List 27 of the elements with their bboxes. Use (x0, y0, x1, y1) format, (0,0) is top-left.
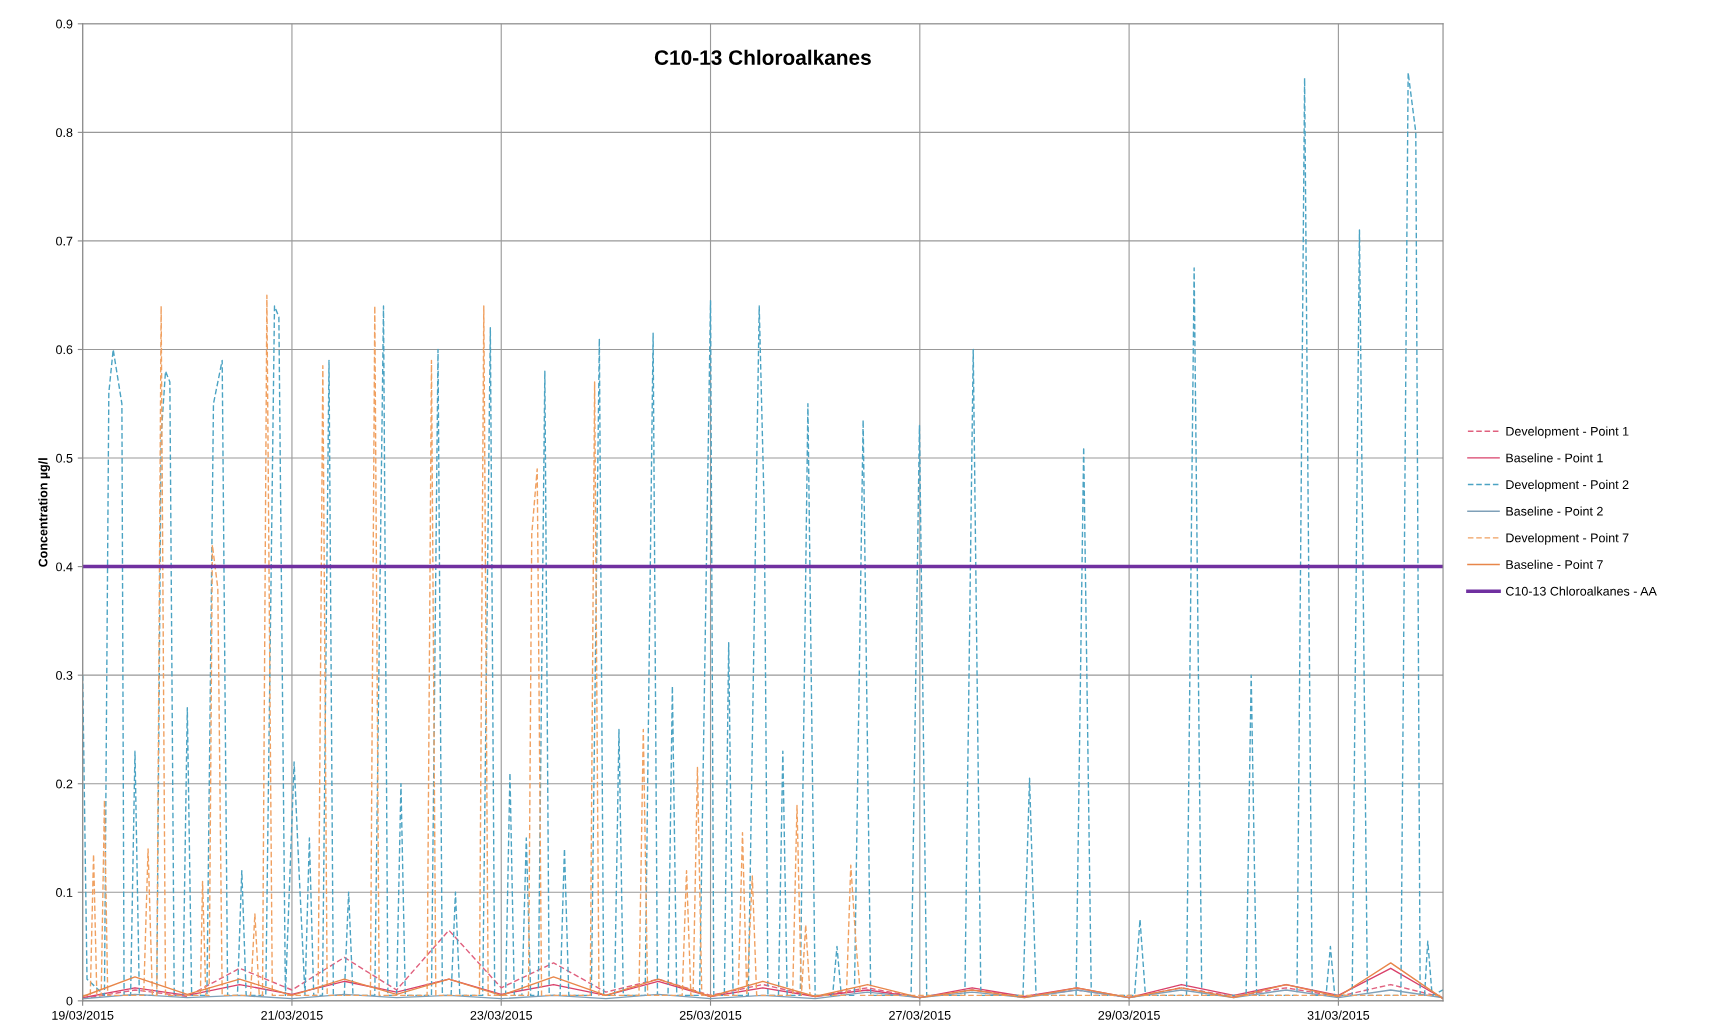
legend-label: Development - Point 2 (1506, 479, 1629, 492)
line-series (82, 71, 1444, 997)
legend-label: Baseline - Point 1 (1506, 453, 1603, 463)
x-tick-label: 29/03/2015 (1098, 1010, 1160, 1020)
x-tick-label: 23/03/2015 (470, 1010, 532, 1020)
y-tick-label: 0.9 (56, 19, 73, 29)
y-tick-label: 0.1 (56, 888, 73, 897)
x-tick-label: 31/03/2015 (1307, 1010, 1370, 1020)
legend-label: Development - Point 7 (1506, 533, 1629, 545)
legend-label: Baseline - Point 7 (1506, 559, 1603, 569)
y-tick-label: 0.6 (56, 345, 73, 355)
legend-label: C10-13 Chloroalkanes - AA (1506, 586, 1657, 596)
y-tick-label: 0.7 (56, 236, 73, 246)
y-tick-label: 0.4 (56, 562, 73, 572)
y-tick-label: 0.5 (56, 453, 73, 463)
y-tick-label: 0.2 (56, 779, 73, 789)
y-tick-label: 0.3 (56, 670, 73, 680)
x-tick-label: 25/03/2015 (679, 1010, 742, 1020)
x-tick-label: 27/03/2015 (889, 1010, 951, 1020)
y-tick-label: 0 (66, 996, 73, 1006)
x-tick-label: 21/03/2015 (261, 1010, 323, 1020)
text: C10-13 Chloroalkanes (654, 49, 871, 65)
y-tick-label: 0.8 (56, 128, 73, 138)
y-axis-title: Concentration µg/l (38, 458, 50, 567)
legend-label: Development - Point 1 (1506, 426, 1629, 439)
legend-label: Baseline - Point 2 (1506, 506, 1603, 516)
x-tick-label: 19/03/2015 (52, 1010, 114, 1020)
